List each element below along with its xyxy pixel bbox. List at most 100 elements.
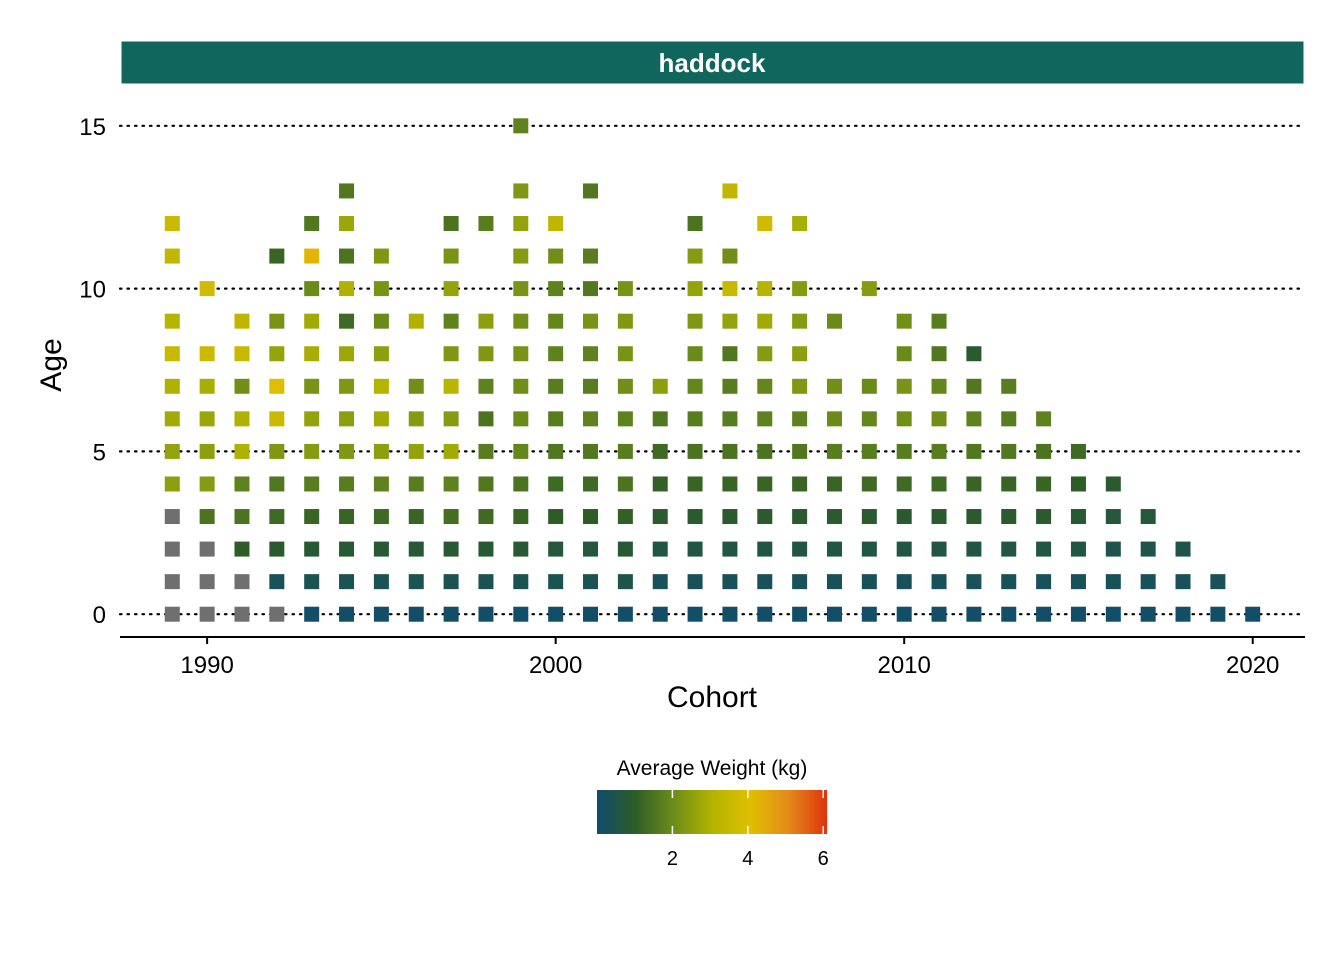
heatmap-cell — [1036, 411, 1052, 427]
heatmap-cell — [861, 509, 877, 525]
heatmap-cell — [199, 411, 215, 427]
heatmap-cell — [1105, 509, 1121, 525]
heatmap-cell — [164, 443, 180, 459]
heatmap-cell — [722, 541, 738, 557]
heatmap-cell — [861, 541, 877, 557]
heatmap-cell — [304, 248, 320, 264]
heatmap-cell — [861, 378, 877, 394]
heatmap-cell — [722, 378, 738, 394]
heatmap-cell — [757, 574, 773, 590]
heatmap-cell — [269, 248, 285, 264]
heatmap-cell — [1070, 443, 1086, 459]
heatmap-cell — [583, 183, 599, 199]
heatmap-cell — [583, 606, 599, 622]
heatmap-cell — [1070, 476, 1086, 492]
heatmap-cell — [583, 313, 599, 329]
heatmap-cell — [234, 443, 250, 459]
heatmap-cell — [548, 248, 564, 264]
heatmap-cell — [408, 574, 424, 590]
heatmap-cell — [513, 411, 529, 427]
heatmap-cell — [339, 248, 355, 264]
heatmap-cell — [304, 476, 320, 492]
heatmap-cell — [792, 606, 808, 622]
heatmap-cell — [304, 281, 320, 297]
heatmap-cell — [478, 574, 494, 590]
heatmap-cell — [687, 509, 703, 525]
heatmap-cell — [722, 411, 738, 427]
heatmap-cell — [478, 346, 494, 362]
heatmap-cell — [652, 476, 668, 492]
heatmap-cell — [722, 248, 738, 264]
heatmap-cell — [1175, 606, 1191, 622]
legend-tick-label: 6 — [818, 848, 829, 870]
heatmap-cell — [1140, 541, 1156, 557]
heatmap-cell — [931, 378, 947, 394]
heatmap-cell — [269, 509, 285, 525]
heatmap-cell — [966, 606, 982, 622]
heatmap-cell — [617, 541, 633, 557]
heatmap-cell — [373, 606, 389, 622]
heatmap-cell — [548, 606, 564, 622]
heatmap-cell — [1070, 541, 1086, 557]
heatmap-cell — [304, 541, 320, 557]
heatmap-cell — [966, 378, 982, 394]
heatmap-cell — [1210, 574, 1226, 590]
heatmap-cell — [1001, 378, 1017, 394]
heatmap-cell — [826, 443, 842, 459]
heatmap-cell — [548, 443, 564, 459]
heatmap-cell — [304, 346, 320, 362]
heatmap-cell — [234, 509, 250, 525]
heatmap-cell — [513, 248, 529, 264]
heatmap-cell — [931, 313, 947, 329]
heatmap-cell — [408, 443, 424, 459]
heatmap-cell — [443, 411, 459, 427]
heatmap-cell — [896, 574, 912, 590]
heatmap-cell — [1140, 606, 1156, 622]
heatmap-cell — [1036, 509, 1052, 525]
heatmap-cell — [234, 541, 250, 557]
heatmap-cell — [269, 411, 285, 427]
x-tick-label: 2020 — [1226, 652, 1279, 679]
heatmap-cell — [966, 411, 982, 427]
heatmap-cell — [548, 574, 564, 590]
heatmap-cell — [687, 606, 703, 622]
heatmap-cell — [339, 476, 355, 492]
heatmap-cell — [339, 606, 355, 622]
heatmap-cell — [513, 509, 529, 525]
x-axis-title: Cohort — [667, 681, 758, 714]
heatmap-cell — [269, 443, 285, 459]
heatmap-cell — [304, 509, 320, 525]
heatmap-cell — [617, 606, 633, 622]
heatmap-cell — [164, 476, 180, 492]
heatmap-cell — [687, 281, 703, 297]
x-axis-ticks: 1990 2000 2010 2020 — [180, 637, 1279, 679]
heatmap-cells — [164, 118, 1261, 622]
heatmap-cell — [1036, 476, 1052, 492]
heatmap-cell — [373, 443, 389, 459]
heatmap-cell — [164, 248, 180, 264]
heatmap-cell — [617, 509, 633, 525]
heatmap-cell — [792, 346, 808, 362]
heatmap-cell — [443, 443, 459, 459]
heatmap-cell — [966, 443, 982, 459]
heatmap-cell — [373, 411, 389, 427]
heatmap-cell — [513, 574, 529, 590]
heatmap-cell — [722, 476, 738, 492]
heatmap-cell — [269, 346, 285, 362]
heatmap-cell — [373, 313, 389, 329]
heatmap-cell — [896, 509, 912, 525]
heatmap-cell — [1036, 574, 1052, 590]
heatmap-cell — [234, 378, 250, 394]
heatmap-cell — [792, 281, 808, 297]
heatmap-cell — [617, 574, 633, 590]
heatmap-cell — [478, 443, 494, 459]
heatmap-cell — [792, 509, 808, 525]
heatmap-cell — [513, 443, 529, 459]
heatmap-cell — [1105, 574, 1121, 590]
heatmap-cell — [164, 606, 180, 622]
heatmap-cell — [583, 476, 599, 492]
heatmap-cell — [861, 281, 877, 297]
heatmap-cell — [896, 411, 912, 427]
heatmap-cell — [687, 248, 703, 264]
heatmap-cell — [1210, 606, 1226, 622]
